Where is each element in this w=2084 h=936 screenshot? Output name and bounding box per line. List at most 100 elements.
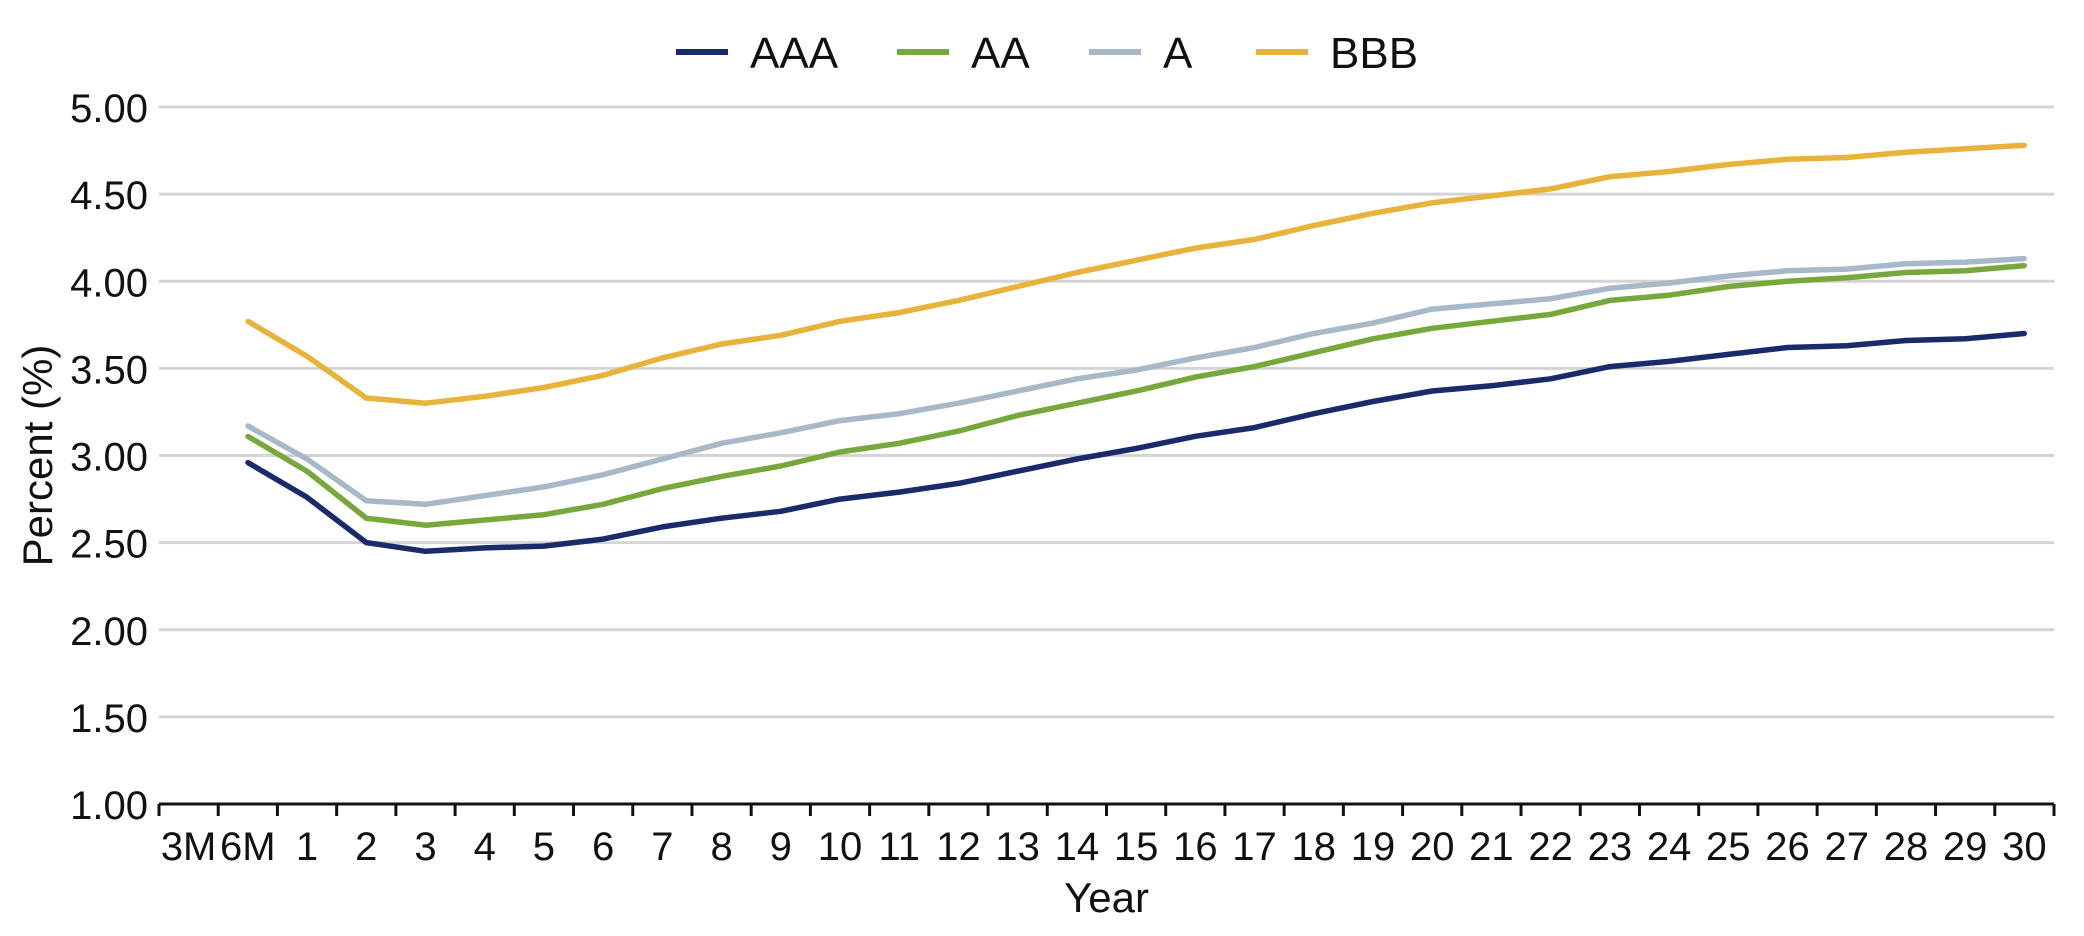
data-point [1488, 383, 1495, 389]
data-point [363, 395, 369, 401]
x-tick-label: 3M [161, 825, 217, 869]
data-point [659, 456, 665, 462]
series-aaa [245, 330, 2027, 555]
data-point [1548, 376, 1554, 382]
data-point [1074, 456, 1080, 462]
x-tick-label: 12 [936, 825, 981, 869]
data-point [718, 473, 725, 480]
data-point [1133, 257, 1139, 263]
series-bbb [245, 142, 2027, 406]
data-point [2021, 142, 2027, 148]
data-point [1548, 311, 1554, 317]
data-point [1488, 318, 1495, 324]
data-point [1251, 236, 1258, 243]
data-point [245, 459, 251, 466]
data-point [1015, 283, 1021, 290]
data-point [541, 543, 547, 549]
data-point [1192, 374, 1198, 380]
data-point [245, 433, 251, 439]
data-point [1429, 306, 1435, 312]
y-axis-title: Percent (%) [14, 345, 61, 567]
data-point [304, 468, 310, 474]
data-point [718, 341, 725, 347]
data-point [1370, 210, 1376, 216]
legend-item-aa: AA [897, 29, 1030, 78]
x-tick-label: 8 [710, 825, 732, 869]
legend-item-a: A [1089, 29, 1193, 78]
data-point [245, 318, 251, 324]
data-point [955, 480, 962, 486]
data-point [896, 310, 902, 316]
data-point [1784, 268, 1791, 274]
x-tick-label: 27 [1824, 825, 1869, 869]
data-point [955, 297, 962, 304]
data-point [1903, 269, 1909, 276]
x-tick-label: 19 [1351, 825, 1396, 869]
data-point [1311, 411, 1317, 417]
data-point [600, 536, 606, 542]
x-tick-label: 3 [414, 825, 436, 869]
data-point [1311, 330, 1317, 337]
data-point [1429, 325, 1435, 331]
x-tick-label: 16 [1173, 825, 1218, 869]
data-point [363, 515, 369, 521]
data-point [1074, 400, 1080, 406]
y-tick-label: 3.00 [70, 436, 148, 480]
series-a [245, 255, 2027, 508]
x-tick-label: 13 [995, 825, 1040, 869]
y-axis-ticks: 5.00 4.50 4.00 3.50 3.00 2.50 2.00 1.50 1.00 [70, 87, 148, 828]
data-point [2021, 255, 2027, 262]
data-point [1607, 174, 1613, 180]
legend-label: A [1163, 29, 1193, 78]
y-tick-label: 5.00 [70, 87, 148, 131]
x-tick-label: 1 [296, 825, 318, 869]
data-point [1133, 388, 1139, 394]
x-tick-label: 5 [533, 825, 555, 869]
data-point [600, 472, 606, 478]
data-point [1133, 367, 1139, 373]
x-tick-label: 20 [1410, 825, 1455, 869]
data-point [482, 517, 488, 523]
data-point [1192, 433, 1198, 439]
data-point [600, 372, 606, 378]
data-point [1962, 268, 1968, 274]
data-point [1725, 351, 1731, 358]
data-point [541, 384, 547, 391]
data-point [422, 400, 429, 406]
x-tick-label: 28 [1884, 825, 1929, 869]
data-point [778, 463, 784, 469]
y-tick-label: 2.50 [70, 523, 148, 567]
x-tick-label: 17 [1232, 825, 1277, 869]
data-point [1311, 222, 1317, 229]
data-point [1844, 266, 1850, 272]
data-point [2021, 330, 2027, 337]
data-point [1962, 259, 1968, 265]
data-point [1548, 296, 1554, 302]
data-point [896, 489, 902, 495]
data-point [718, 440, 725, 446]
data-point [1074, 376, 1080, 382]
data-point [422, 522, 429, 528]
y-tick-label: 2.00 [70, 610, 148, 654]
data-point [1429, 200, 1435, 206]
data-point [1192, 355, 1198, 361]
legend-label: AA [971, 29, 1030, 78]
data-point [1015, 468, 1021, 474]
data-point [1370, 320, 1376, 326]
data-point [1607, 285, 1613, 291]
y-tick-label: 4.50 [70, 174, 148, 218]
x-tick-label: 2 [355, 825, 377, 869]
data-point [1903, 337, 1909, 344]
data-point [1844, 154, 1850, 161]
data-point [600, 501, 606, 507]
data-point [837, 449, 843, 455]
data-point [1311, 350, 1317, 356]
data-point [1725, 161, 1731, 168]
data-point [422, 548, 429, 554]
data-point [541, 512, 547, 518]
data-point [1192, 245, 1198, 251]
data-point [1666, 280, 1672, 286]
data-point [955, 428, 962, 434]
x-tick-label: 24 [1647, 825, 1692, 869]
legend-label: AAA [750, 29, 839, 78]
